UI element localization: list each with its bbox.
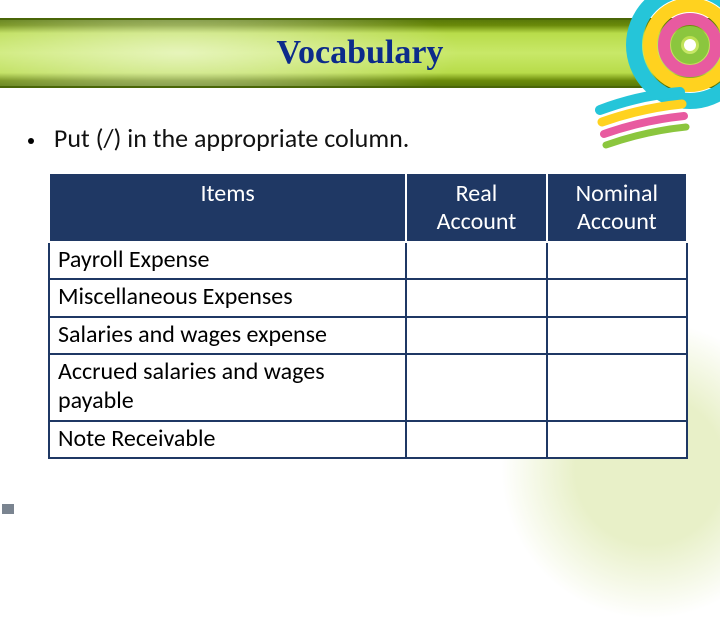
table-row: Note Receivable (49, 421, 687, 458)
item-cell: Note Receivable (49, 421, 406, 458)
classification-table: Items Real Account Nominal Account Payro… (48, 172, 688, 459)
instruction-text: Put (/) in the appropriate column. (48, 122, 696, 154)
table-row: Payroll Expense (49, 242, 687, 279)
real-cell[interactable] (406, 242, 546, 279)
col-header-real: Real Account (406, 173, 546, 242)
page-mark-icon (2, 504, 14, 514)
content-area: Put (/) in the appropriate column. Items… (48, 122, 696, 459)
nominal-cell[interactable] (547, 421, 687, 458)
nominal-cell[interactable] (547, 242, 687, 279)
item-cell: Payroll Expense (49, 242, 406, 279)
table-row: Salaries and wages expense (49, 317, 687, 354)
table-row: Accrued salaries and wages payable (49, 354, 687, 421)
table-row: Miscellaneous Expenses (49, 279, 687, 316)
item-cell: Salaries and wages expense (49, 317, 406, 354)
nominal-cell[interactable] (547, 317, 687, 354)
col-header-items: Items (49, 173, 406, 242)
bullet-icon (28, 138, 34, 144)
item-cell: Accrued salaries and wages payable (49, 354, 406, 421)
nominal-cell[interactable] (547, 279, 687, 316)
real-cell[interactable] (406, 354, 546, 421)
page-title: Vocabulary (0, 34, 720, 72)
real-cell[interactable] (406, 279, 546, 316)
item-cell: Miscellaneous Expenses (49, 279, 406, 316)
real-cell[interactable] (406, 317, 546, 354)
col-header-nominal: Nominal Account (547, 173, 687, 242)
real-cell[interactable] (406, 421, 546, 458)
nominal-cell[interactable] (547, 354, 687, 421)
instruction-label: Put (/) in the appropriate column. (54, 122, 409, 154)
